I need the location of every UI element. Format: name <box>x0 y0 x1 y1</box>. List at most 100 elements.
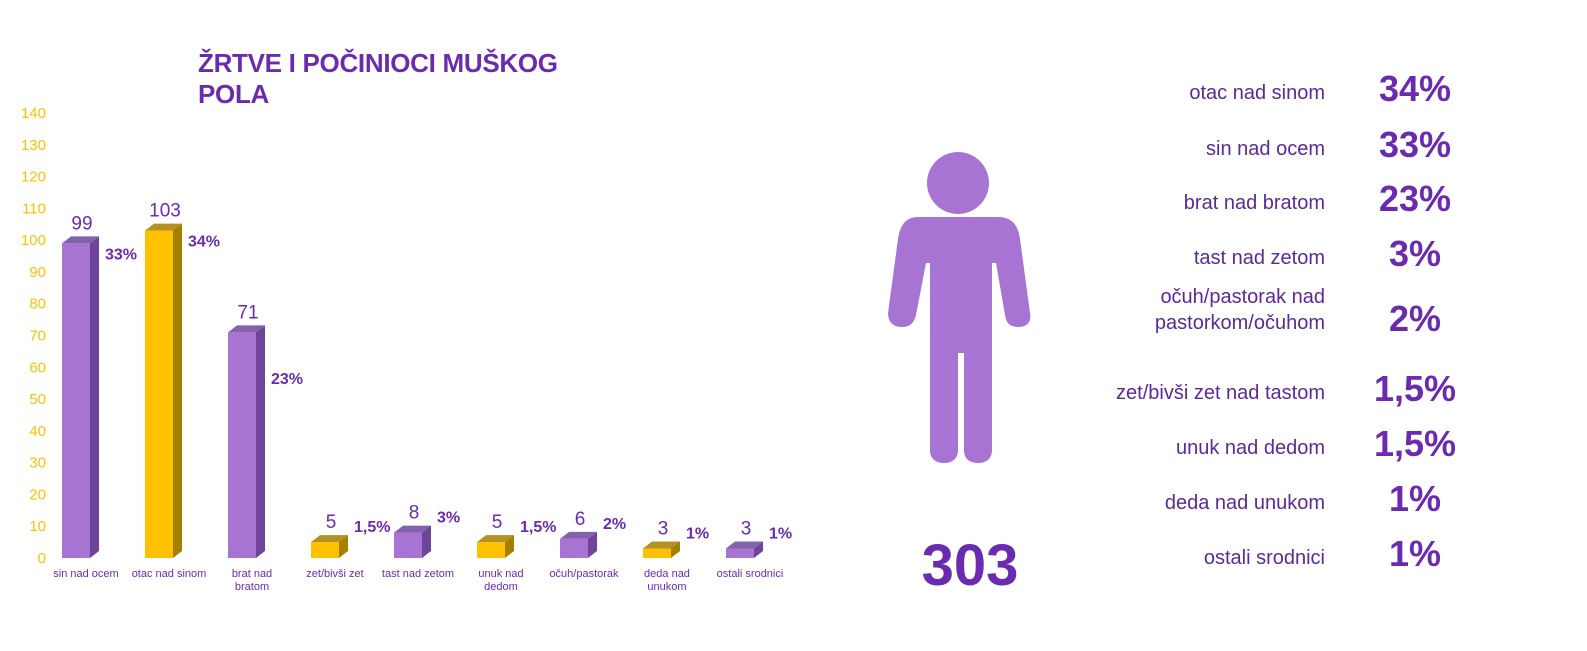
bar-value-label: 99 <box>71 213 92 234</box>
stat-label-line: unuk nad dedom <box>1175 437 1325 459</box>
bar-side <box>256 325 265 558</box>
stat-row: tast nad zetom 3% <box>1060 227 1500 287</box>
bar-top <box>145 223 182 231</box>
stat-label: tast nad zetom <box>1065 245 1325 271</box>
stat-label: deda nad unukom <box>1065 490 1325 516</box>
bar-value-label: 71 <box>237 302 258 323</box>
bar <box>394 532 422 558</box>
stat-label: unuk nad dedom <box>1065 435 1325 461</box>
bar-chart: 01020304050607080901001101201301409933%s… <box>21 105 792 593</box>
bar-side <box>339 535 348 558</box>
figure-body <box>888 217 1031 463</box>
y-tick-label: 140 <box>21 105 46 122</box>
y-tick-label: 30 <box>29 455 46 472</box>
stat-label-line: otac nad sinom <box>1189 82 1325 104</box>
y-tick-label: 70 <box>29 328 46 345</box>
y-tick-label: 120 <box>21 169 46 186</box>
y-tick-label: 100 <box>21 232 46 249</box>
stat-label-line: tast nad zetom <box>1193 247 1325 269</box>
bar-value-label: 6 <box>575 509 586 530</box>
x-tick-label: brat nad <box>232 568 272 580</box>
bar <box>643 548 671 558</box>
bar-top <box>560 531 597 539</box>
y-tick-label: 130 <box>21 137 46 154</box>
x-tick-label: bratom <box>235 581 269 593</box>
y-tick-label: 90 <box>29 264 46 281</box>
bar-percent-label: 34% <box>188 234 220 251</box>
bar-percent-label: 3% <box>437 510 460 527</box>
stat-value: 1% <box>1388 478 1442 519</box>
stat-value: 23% <box>1378 178 1452 219</box>
bar-side <box>422 525 431 558</box>
stat-value: 1,5% <box>1373 368 1457 409</box>
y-tick-label: 80 <box>29 296 46 313</box>
bar-side <box>505 535 514 558</box>
stat-label: zet/bivši zet nad tastom <box>1065 380 1325 406</box>
bar <box>311 542 339 558</box>
bar-top <box>726 541 763 549</box>
figure-head <box>927 152 989 214</box>
total-count: 303 <box>921 533 1019 598</box>
bar-percent-label: 23% <box>271 371 303 388</box>
x-tick-label: zet/bivši zet <box>306 568 363 580</box>
y-tick-label: 20 <box>29 486 46 503</box>
x-tick-label: unukom <box>647 581 686 593</box>
bar <box>62 243 90 559</box>
bar-value-label: 103 <box>149 201 181 222</box>
x-tick-label: unuk nad <box>478 568 523 580</box>
x-tick-label: deda nad <box>644 568 690 580</box>
stat-value: 2% <box>1388 298 1442 339</box>
bar-top <box>311 535 348 543</box>
bar-value-label: 3 <box>658 518 669 539</box>
bar-top <box>643 541 680 549</box>
y-tick-label: 10 <box>29 518 46 535</box>
stat-value: 34% <box>1378 68 1452 109</box>
stat-value: 1,5% <box>1373 423 1457 464</box>
bar-side <box>173 223 182 558</box>
stat-row: brat nad bratom 23% <box>1060 172 1500 232</box>
bar-value-label: 5 <box>492 512 503 533</box>
stat-label: brat nad bratom <box>1065 190 1325 216</box>
bar <box>145 230 173 558</box>
x-tick-label: tast nad zetom <box>382 568 454 580</box>
stat-label-line: očuh/pastorak nad <box>1160 286 1325 308</box>
x-tick-label: dedom <box>484 581 518 593</box>
y-tick-label: 110 <box>22 200 46 217</box>
stat-label-line: zet/bivši zet nad tastom <box>1116 382 1325 404</box>
stat-value: 33% <box>1378 124 1452 165</box>
stat-label: otac nad sinom <box>1065 80 1325 106</box>
bar-value-label: 3 <box>741 518 752 539</box>
bar-side <box>671 541 680 558</box>
bar-side <box>90 236 99 559</box>
stat-row: očuh/pastorak nad pastorkom/očuhom 2% <box>1060 286 1500 352</box>
bar <box>726 548 754 558</box>
bar-top <box>394 525 431 533</box>
stat-label: očuh/pastorak nad pastorkom/očuhom <box>1065 284 1325 336</box>
stat-label-line: pastorkom/očuhom <box>1154 312 1325 334</box>
bar <box>228 332 256 558</box>
bar-percent-label: 1,5% <box>520 519 556 536</box>
y-tick-label: 0 <box>38 550 46 567</box>
stat-value: 1% <box>1388 533 1442 574</box>
bar-percent-label: 33% <box>105 246 137 263</box>
y-tick-label: 40 <box>29 423 46 440</box>
bar-percent-label: 1% <box>686 525 709 542</box>
bar-percent-label: 1,5% <box>354 519 390 536</box>
bar-side <box>588 531 597 558</box>
bar <box>477 542 505 558</box>
x-tick-label: sin nad ocem <box>53 568 118 580</box>
bar-top <box>228 325 265 333</box>
x-tick-label: ostali srodnici <box>717 568 784 580</box>
stat-label-line: ostali srodnici <box>1203 547 1325 569</box>
stat-value: 3% <box>1388 233 1442 274</box>
stat-row: otac nad sinom 34% <box>1060 62 1500 122</box>
bar-side <box>754 541 763 558</box>
y-tick-label: 50 <box>29 391 46 408</box>
bar-top <box>477 535 514 543</box>
x-tick-label: očuh/pastorak <box>549 568 619 580</box>
male-person-icon <box>888 152 1031 463</box>
stat-label: sin nad ocem <box>1065 136 1325 162</box>
bar <box>560 538 588 558</box>
stat-label-line: deda nad unukom <box>1164 492 1325 514</box>
x-tick-label: otac nad sinom <box>132 568 207 580</box>
